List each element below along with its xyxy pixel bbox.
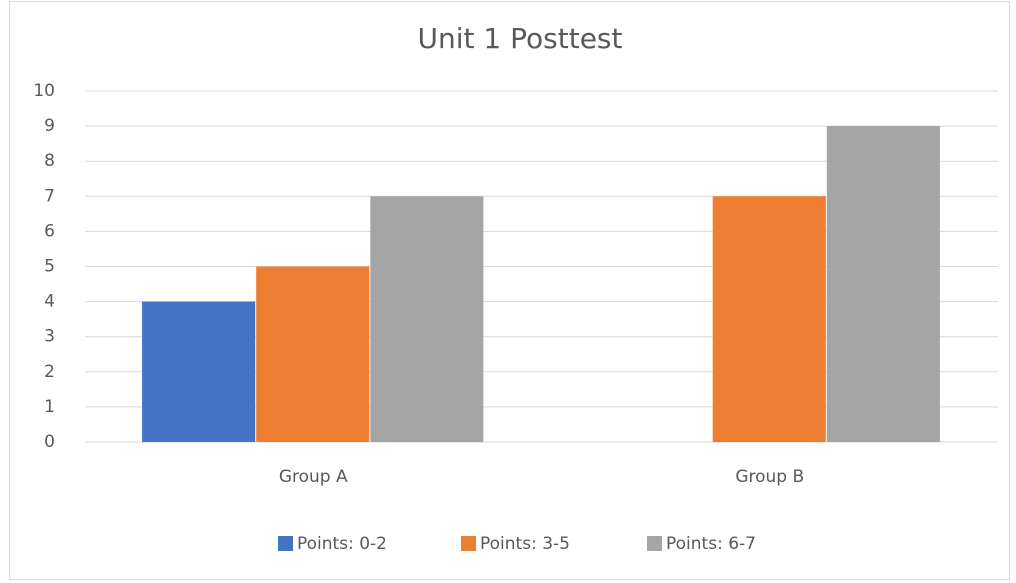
y-tick-label: 6 [44,221,55,241]
y-tick-label: 7 [44,186,55,206]
legend-label: Points: 6-7 [666,534,756,554]
chart-title: Unit 1 Posttest [418,22,623,55]
bar [142,301,256,442]
bar [826,126,940,442]
legend-swatch [278,536,293,551]
y-tick-label: 4 [44,292,55,312]
legend-swatch [647,536,662,551]
y-tick-label: 2 [44,362,55,382]
y-tick-label: 0 [44,432,55,452]
y-tick-label: 8 [44,151,55,171]
y-tick-label: 1 [44,397,55,417]
legend-swatch [461,536,476,551]
y-tick-label: 5 [44,257,55,277]
bar [712,196,826,442]
y-tick-label: 9 [44,116,55,136]
legend-label: Points: 0-2 [297,534,387,554]
y-tick-label: 3 [44,327,55,347]
x-tick-label: Group B [735,467,804,487]
x-tick-label: Group A [279,467,348,487]
legend-label: Points: 3-5 [480,534,570,554]
bar [256,266,370,442]
y-tick-label: 10 [33,81,55,101]
bar [370,196,484,442]
